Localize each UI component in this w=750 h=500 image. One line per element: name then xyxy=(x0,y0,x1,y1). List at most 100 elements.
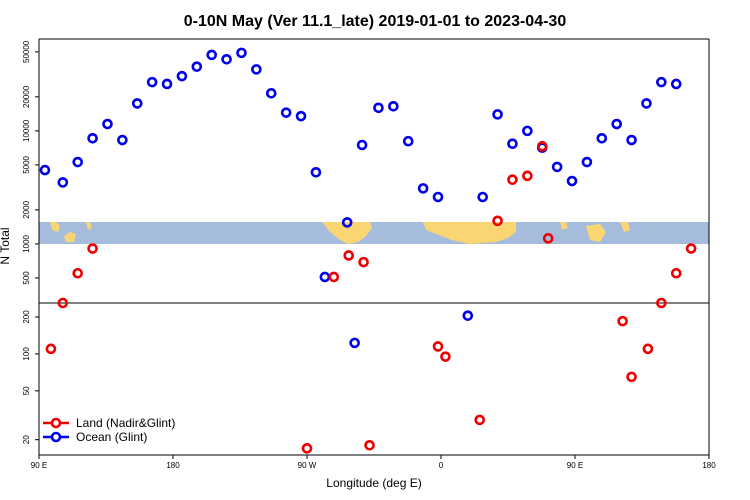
ocean-data-point xyxy=(388,100,399,112)
continent-australasia-right xyxy=(586,224,606,242)
y-tick-label: 20 xyxy=(22,435,31,444)
land-data-point xyxy=(507,174,518,185)
ocean-data-point xyxy=(221,53,232,65)
land-data-point xyxy=(45,343,57,355)
x-axis: 90 E 180 90 W 0 90 E 180 xyxy=(31,455,716,470)
ocean-data-point xyxy=(522,125,533,137)
land-data-point xyxy=(364,439,375,451)
ocean-data-point xyxy=(402,135,414,147)
ocean-data-point xyxy=(191,61,203,72)
ocean-data-point xyxy=(310,167,322,178)
ocean-data-point xyxy=(432,191,444,203)
ocean-data-point xyxy=(117,134,128,146)
y-tick-label: 10000 xyxy=(22,119,31,142)
ocean-data-point xyxy=(102,118,113,130)
ocean-data-point xyxy=(161,78,173,90)
ocean-data-point xyxy=(280,107,292,118)
x-tick-label: 90 E xyxy=(31,461,47,470)
y-tick-label: 1000 xyxy=(22,234,31,252)
lower-panel-frame xyxy=(38,303,710,456)
land-data-point xyxy=(685,243,697,254)
land-data-point xyxy=(301,443,313,454)
ocean-data-point xyxy=(596,132,608,144)
ocean-data-point xyxy=(641,98,652,109)
x-tick-label: 0 xyxy=(439,461,444,470)
continent-australasia-left xyxy=(86,222,92,230)
land-data-point xyxy=(474,414,486,426)
y-axis-lower: 20 50 100 200 xyxy=(22,310,39,444)
ocean-data-point xyxy=(462,310,474,321)
x-tick-label: 180 xyxy=(702,461,716,470)
ocean-data-point xyxy=(349,337,360,349)
land-data-point xyxy=(432,341,444,352)
legend-label-ocean: Ocean (Glint) xyxy=(76,430,147,444)
legend-label-land: Land (Nadir&Glint) xyxy=(76,416,175,430)
land-data-point xyxy=(670,267,682,279)
land-data-point xyxy=(343,250,354,261)
x-axis-label: Longitude (deg E) xyxy=(326,476,421,490)
ocean-data-point xyxy=(477,191,488,203)
legend: Land (Nadir&Glint)Ocean (Glint) xyxy=(43,416,175,444)
land-data-point xyxy=(328,271,340,283)
land-data-point xyxy=(617,315,628,327)
ocean-data-point xyxy=(39,164,51,176)
ocean-data-point xyxy=(206,49,218,61)
land-data-point xyxy=(656,297,667,309)
land-data-point xyxy=(542,233,554,244)
land-data-point xyxy=(626,371,637,383)
continent-africa xyxy=(423,222,516,244)
land-data-point xyxy=(492,215,503,227)
y-tick-label: 5000 xyxy=(22,155,31,173)
ocean-data-point xyxy=(581,156,593,168)
continent-south-america xyxy=(322,222,372,244)
ocean-data-point xyxy=(319,271,331,283)
land-data-point xyxy=(536,141,548,152)
y-tick-label: 50 xyxy=(22,386,31,395)
ocean-data-point xyxy=(57,177,69,188)
y-axis-upper: 500 1000 2000 5000 10000 20000 50000 xyxy=(22,40,39,285)
ocean-data-point xyxy=(492,109,503,120)
ocean-data-point xyxy=(146,76,158,88)
ocean-data-point xyxy=(295,110,307,122)
ocean-data-point xyxy=(131,98,143,109)
y-axis-label: N Total xyxy=(0,227,12,264)
data-points xyxy=(39,47,697,454)
ocean-data-point xyxy=(251,64,262,75)
legend-marker-ocean xyxy=(50,431,62,443)
x-tick-label: 180 xyxy=(166,461,180,470)
y-tick-label: 100 xyxy=(22,347,31,361)
ocean-data-point xyxy=(551,161,563,173)
land-data-point xyxy=(642,343,654,355)
land-data-point xyxy=(87,243,98,254)
ocean-data-point xyxy=(72,156,84,168)
y-tick-label: 50000 xyxy=(22,40,31,63)
ocean-data-point xyxy=(87,132,98,144)
ocean-data-point xyxy=(611,118,622,130)
ocean-data-point xyxy=(656,76,667,88)
ocean-data-point xyxy=(566,175,578,187)
ocean-data-point xyxy=(417,183,429,194)
ocean-data-point xyxy=(176,70,188,82)
land-data-point xyxy=(57,297,69,309)
ocean-data-point xyxy=(626,134,637,146)
x-tick-label: 90 E xyxy=(567,461,583,470)
ocean-data-point xyxy=(265,88,277,99)
ocean-data-point xyxy=(507,138,518,150)
ocean-data-point xyxy=(236,47,247,59)
continent-australasia-left xyxy=(50,222,60,232)
map-band xyxy=(39,222,709,244)
continent-shapes xyxy=(50,222,630,244)
y-tick-label: 200 xyxy=(22,310,31,324)
ocean-data-point xyxy=(356,139,368,151)
continent-australasia-right xyxy=(560,222,568,230)
land-data-point xyxy=(440,351,451,362)
land-data-point xyxy=(72,267,84,279)
chart-title: 0-10N May (Ver 11.1_late) 2019-01-01 to … xyxy=(184,13,567,30)
ocean-data-point xyxy=(373,102,384,114)
continent-australasia-right xyxy=(620,222,630,232)
y-tick-label: 2000 xyxy=(22,200,31,218)
continent-australasia-left xyxy=(64,232,76,242)
y-tick-label: 20000 xyxy=(22,85,31,108)
legend-marker-land xyxy=(50,417,62,429)
